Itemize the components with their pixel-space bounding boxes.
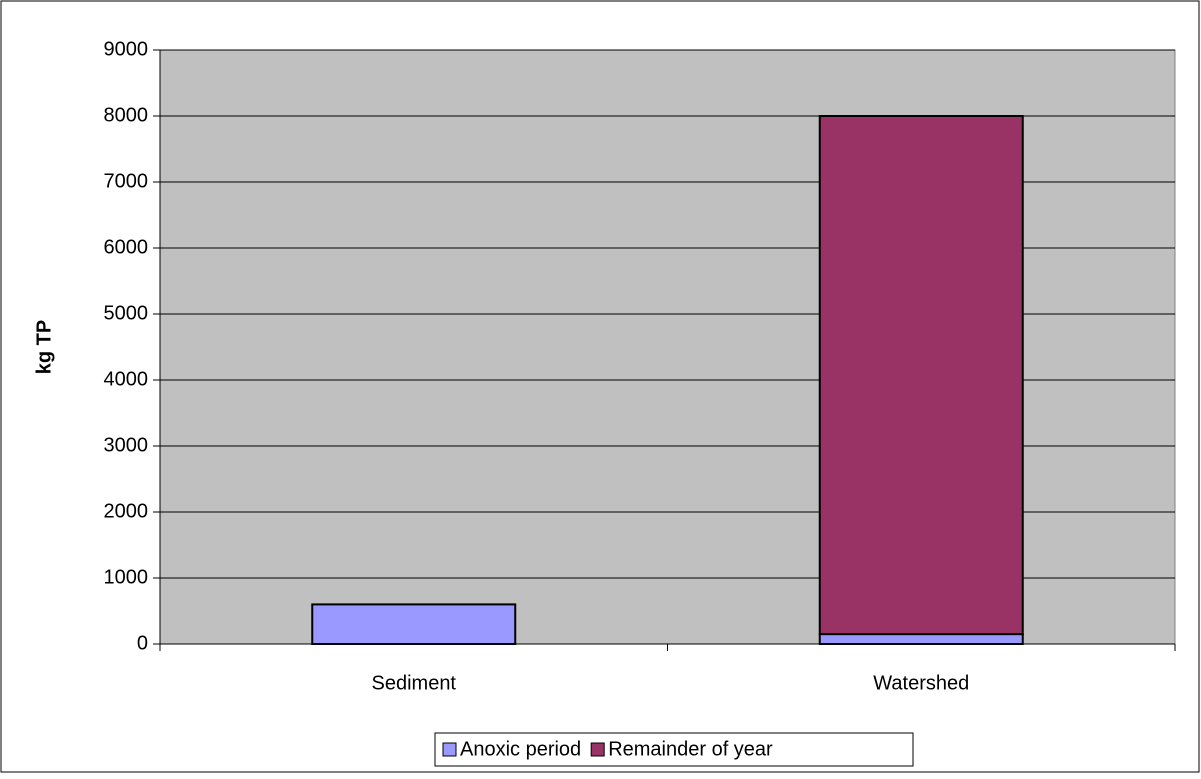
legend-box bbox=[434, 732, 914, 767]
legend-swatch bbox=[442, 742, 457, 757]
bar-segment bbox=[311, 603, 517, 646]
y-tick-label: 3000 bbox=[104, 434, 149, 456]
legend-label: Remainder of year bbox=[608, 738, 773, 760]
y-tick-label: 9000 bbox=[104, 38, 149, 60]
y-tick-label: 7000 bbox=[104, 170, 149, 192]
legend-swatch bbox=[590, 742, 605, 757]
y-tick-label: 4000 bbox=[104, 368, 149, 390]
y-tick-label: 8000 bbox=[104, 104, 149, 126]
y-tick-label: 6000 bbox=[104, 236, 149, 258]
x-tick-label: Watershed bbox=[873, 672, 969, 694]
x-tick-label: Sediment bbox=[372, 672, 457, 694]
legend-label: Anoxic period bbox=[460, 738, 581, 760]
bar-segment bbox=[818, 115, 1024, 636]
y-tick-label: 1000 bbox=[104, 566, 149, 588]
y-axis-label: kg TP bbox=[33, 320, 55, 374]
y-tick-label: 5000 bbox=[104, 302, 149, 324]
y-tick-label: 2000 bbox=[104, 500, 149, 522]
y-tick-label: 0 bbox=[137, 632, 148, 654]
bar-segment bbox=[818, 633, 1024, 645]
